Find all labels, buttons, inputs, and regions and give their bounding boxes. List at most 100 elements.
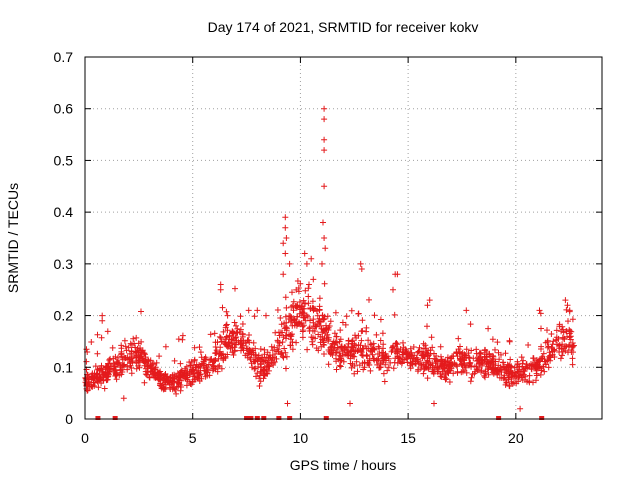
data-point xyxy=(216,362,223,369)
data-point xyxy=(189,367,196,374)
data-point xyxy=(540,350,547,357)
data-point xyxy=(177,360,184,367)
data-point xyxy=(280,271,287,278)
data-point xyxy=(239,344,246,350)
data-point xyxy=(373,357,380,364)
data-point xyxy=(379,352,386,359)
data-point xyxy=(274,307,281,313)
data-point xyxy=(569,316,576,323)
data-point xyxy=(153,359,160,366)
data-point xyxy=(344,352,351,359)
data-point xyxy=(191,344,198,351)
data-point xyxy=(250,358,257,365)
data-point xyxy=(265,367,272,374)
data-point xyxy=(485,371,492,378)
data-point xyxy=(266,352,273,359)
data-point xyxy=(298,303,305,310)
data-point xyxy=(506,382,513,389)
data-point xyxy=(336,350,343,357)
data-point xyxy=(202,366,209,372)
data-point xyxy=(250,350,257,356)
data-point xyxy=(171,357,178,364)
data-point xyxy=(484,366,491,373)
data-point xyxy=(338,355,344,362)
data-point xyxy=(289,289,295,296)
data-point xyxy=(337,336,344,343)
data-point xyxy=(290,307,297,314)
data-point xyxy=(468,363,474,369)
data-point xyxy=(462,363,469,370)
data-point xyxy=(330,340,337,347)
data-point xyxy=(559,341,566,348)
y-tick-label: 0.5 xyxy=(54,152,74,168)
data-point xyxy=(139,355,146,362)
data-point xyxy=(358,337,365,344)
data-point xyxy=(545,343,552,350)
data-point xyxy=(133,365,140,372)
data-point xyxy=(272,351,279,357)
data-point xyxy=(513,372,520,379)
data-point xyxy=(466,355,473,362)
data-point xyxy=(223,321,230,328)
data-point xyxy=(84,387,91,394)
data-point xyxy=(239,333,246,340)
data-point xyxy=(250,339,257,346)
data-point xyxy=(269,347,276,354)
data-point xyxy=(114,360,121,367)
data-point xyxy=(244,350,251,357)
data-point xyxy=(341,344,348,351)
data-point xyxy=(319,333,326,340)
data-point xyxy=(524,378,530,385)
data-point xyxy=(86,384,93,390)
data-point xyxy=(498,369,505,375)
data-point xyxy=(226,332,233,339)
data-point xyxy=(175,336,182,343)
y-tick-label: 0 xyxy=(65,411,73,427)
data-point xyxy=(254,307,261,314)
data-point xyxy=(287,313,294,320)
data-point xyxy=(101,385,108,392)
data-point xyxy=(270,362,277,368)
data-point xyxy=(423,345,430,352)
data-point xyxy=(104,328,111,335)
data-point xyxy=(530,379,536,386)
data-point xyxy=(351,370,358,377)
data-point xyxy=(157,381,163,387)
data-point xyxy=(353,358,360,365)
data-point xyxy=(358,328,365,335)
data-point xyxy=(437,343,444,350)
y-tick-label: 0.4 xyxy=(54,204,74,220)
data-point xyxy=(127,362,134,369)
data-point xyxy=(507,356,514,363)
data-point xyxy=(321,235,328,241)
data-point xyxy=(520,357,527,364)
data-point xyxy=(395,354,401,361)
data-point xyxy=(377,337,384,344)
data-point xyxy=(231,344,238,351)
data-point xyxy=(482,374,488,381)
data-point xyxy=(478,359,485,366)
data-point xyxy=(260,358,267,365)
data-point xyxy=(219,304,226,311)
data-point xyxy=(194,374,201,381)
data-point xyxy=(394,271,401,278)
data-point xyxy=(518,354,525,361)
data-point xyxy=(280,354,287,361)
data-point xyxy=(544,357,551,364)
data-point xyxy=(160,377,167,384)
data-point xyxy=(397,346,404,353)
data-point xyxy=(321,280,328,287)
data-point xyxy=(299,334,306,341)
data-point xyxy=(336,362,343,369)
data-point xyxy=(94,366,101,373)
data-point xyxy=(106,357,113,363)
data-point xyxy=(449,353,456,360)
data-point xyxy=(280,334,287,341)
data-point xyxy=(560,329,567,336)
data-point xyxy=(333,333,340,340)
y-tick-label: 0.2 xyxy=(54,308,74,324)
data-point xyxy=(197,349,204,356)
data-point xyxy=(320,219,326,226)
data-point xyxy=(178,368,184,375)
